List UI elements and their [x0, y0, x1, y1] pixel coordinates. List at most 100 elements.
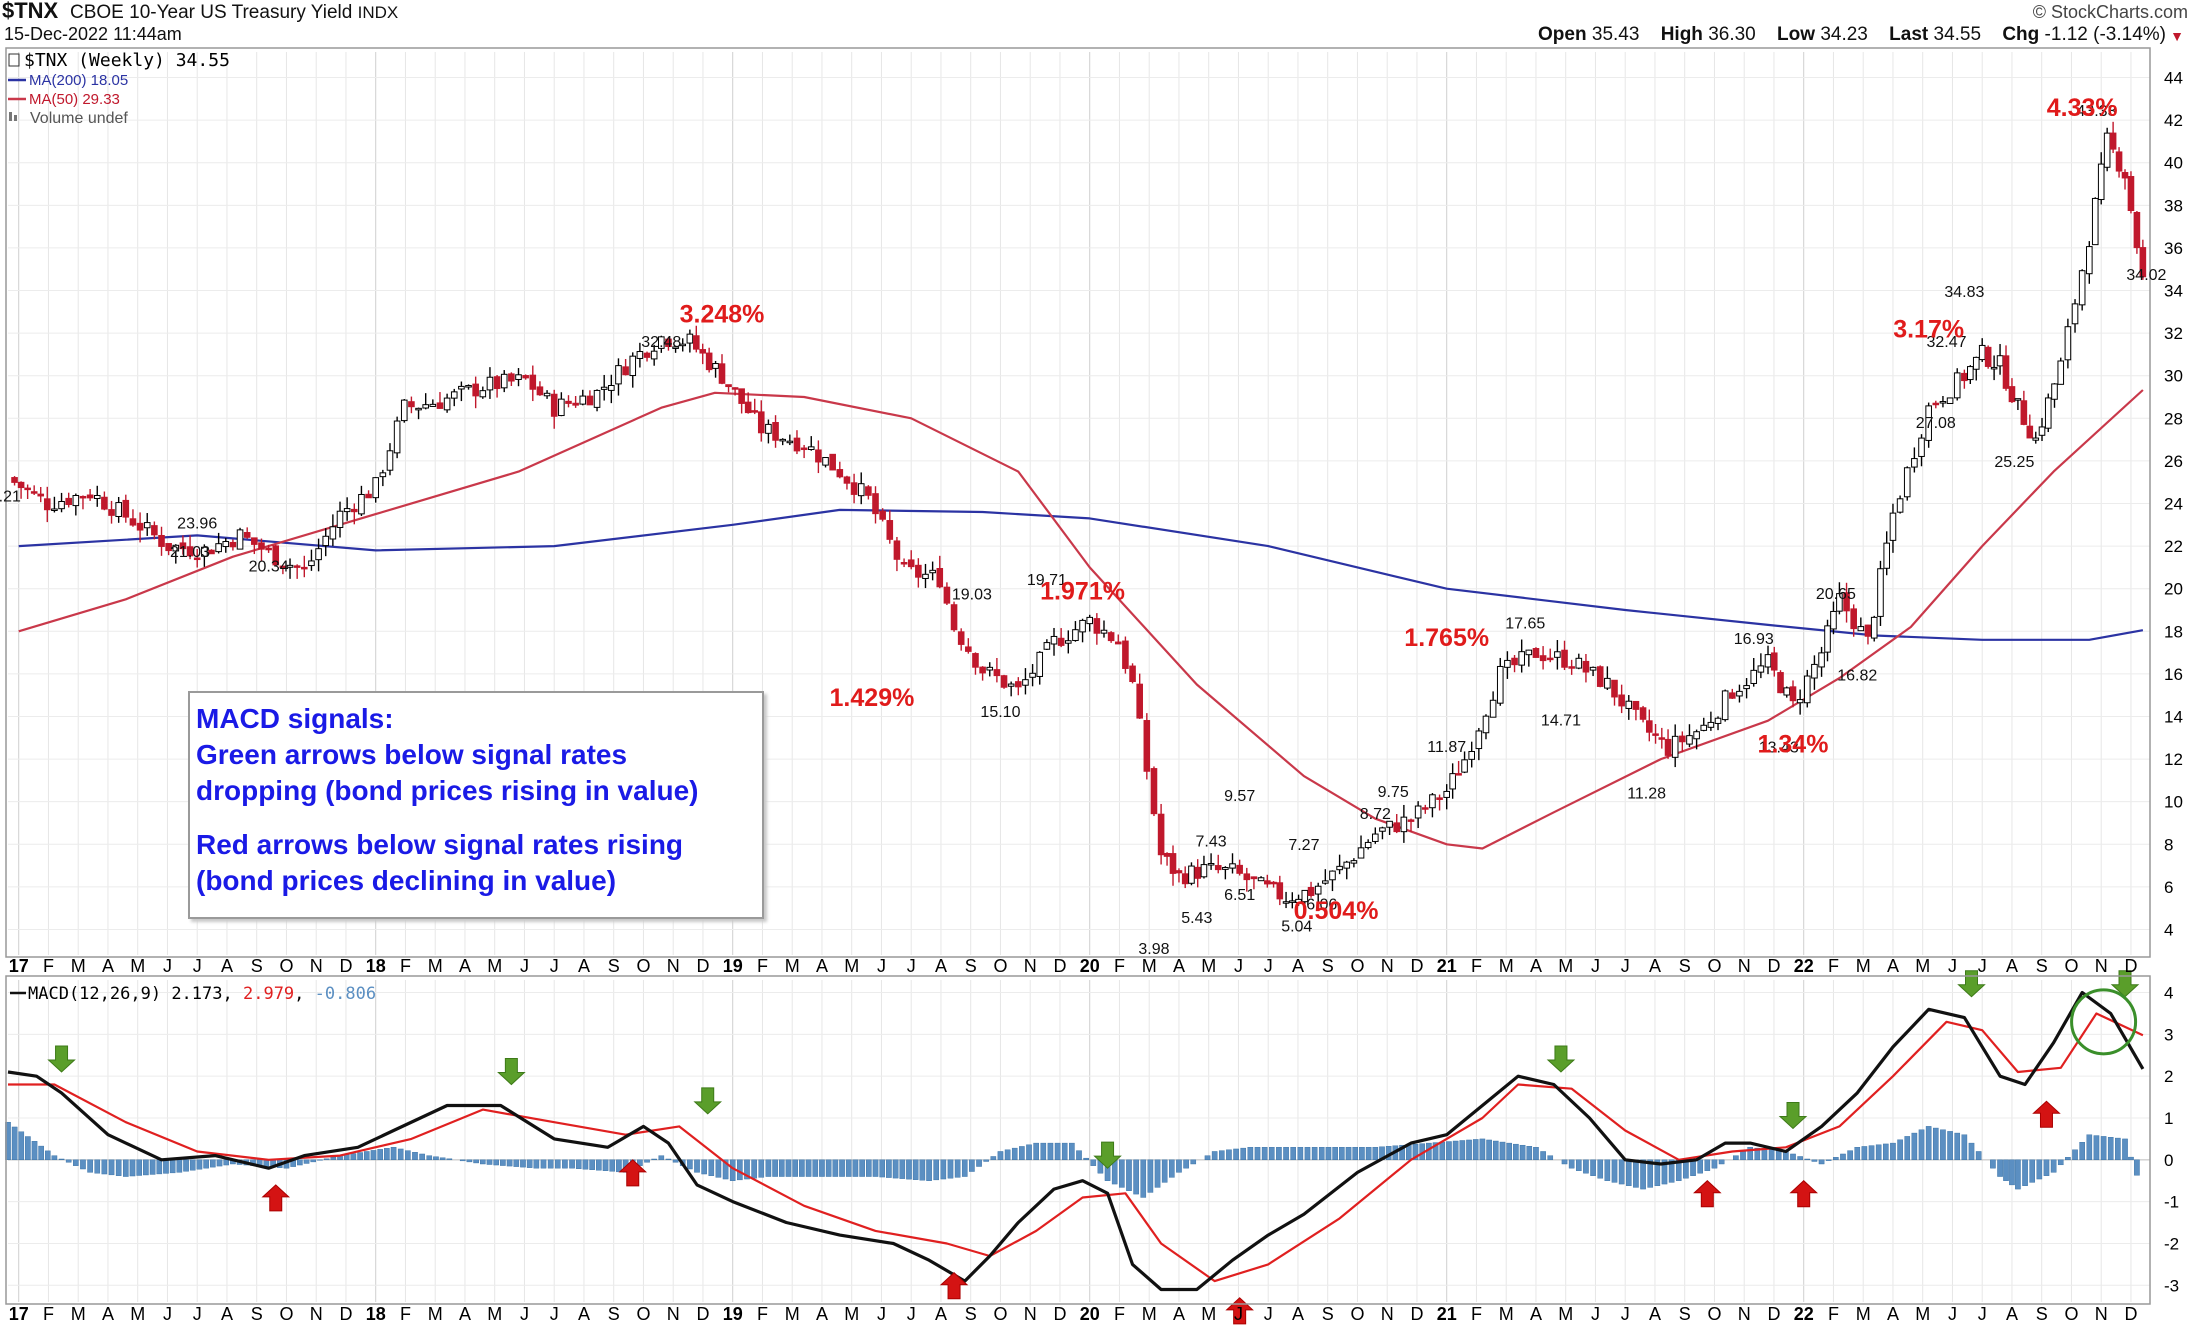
candle-body: [1864, 624, 1872, 637]
histogram-bar: [473, 1159, 479, 1164]
candle-body: [222, 541, 230, 548]
candle-body: [1972, 356, 1980, 370]
histogram-bar: [1568, 1159, 1575, 1169]
histogram-bar: [1283, 1147, 1289, 1161]
histogram-bar: [1533, 1147, 1539, 1161]
candle-body: [2002, 355, 2010, 389]
x-tick-label: J: [907, 956, 916, 976]
candle-body: [1918, 437, 1925, 457]
candle-body: [2014, 398, 2022, 401]
candle-body: [643, 352, 651, 358]
histogram-bar: [426, 1155, 433, 1161]
price-value-label: 5.43: [1181, 910, 1212, 927]
y-tick-label: 42: [2164, 111, 2183, 130]
histogram-bar: [156, 1159, 163, 1175]
x-tick-label: 18: [366, 1304, 386, 1324]
candle-body: [1449, 773, 1456, 790]
x-tick-label: M: [71, 1304, 86, 1324]
candle-body: [692, 335, 700, 350]
histogram-bar: [651, 1158, 657, 1161]
histogram-bar: [459, 1159, 466, 1162]
candle-body: [1169, 853, 1177, 874]
candle-body: [1194, 866, 1202, 879]
candle-body: [1561, 649, 1568, 668]
histogram-bar: [1540, 1151, 1546, 1161]
x-tick-label: N: [310, 956, 323, 976]
histogram-bar: [143, 1159, 149, 1176]
red-up-arrow-icon: [261, 1184, 291, 1212]
histogram-bar: [87, 1159, 93, 1173]
candle-body: [1163, 852, 1171, 857]
price-value-label: 7.43: [1196, 833, 1227, 850]
candle-body: [1357, 847, 1365, 859]
candle-body: [1693, 731, 1700, 740]
y-tick-label: 12: [2164, 750, 2183, 769]
candle-body: [1596, 666, 1604, 687]
x-tick-label: J: [877, 1304, 886, 1324]
price-value-label: 16.82: [1837, 667, 1877, 684]
histogram-bar: [101, 1159, 108, 1175]
price-value-label: 17.65: [1505, 616, 1545, 633]
candle-body: [1889, 512, 1897, 541]
x-tick-label: D: [2124, 1304, 2137, 1324]
histogram-bar: [446, 1158, 453, 1161]
histogram-bar: [357, 1152, 363, 1161]
histogram-bar: [1190, 1159, 1197, 1165]
x-tick-label: 17: [9, 956, 29, 976]
candle-body: [1295, 898, 1302, 903]
histogram-bar: [1668, 1159, 1675, 1183]
histogram-bar: [1069, 1142, 1075, 1161]
histogram-bar: [1740, 1151, 1746, 1161]
x-tick-label: N: [1381, 1304, 1394, 1324]
histogram-bar: [183, 1159, 189, 1172]
candle-body: [308, 560, 315, 567]
candle-body: [2121, 172, 2129, 179]
x-tick-label: S: [1679, 956, 1691, 976]
candle-body: [343, 508, 351, 513]
candle-body: [672, 346, 679, 349]
brand-watermark[interactable]: © StockCharts.com: [2032, 2, 2188, 22]
macd-signals-note: MACD signals: Green arrows below signal …: [188, 691, 764, 919]
histogram-bar: [1352, 1147, 1359, 1161]
candle-body: [1582, 660, 1590, 673]
histogram-bar: [513, 1159, 520, 1167]
histogram-bar: [1861, 1146, 1868, 1161]
candle-body: [1200, 864, 1208, 878]
macd-panel-frame: [5, 975, 2151, 1305]
x-tick-label: O: [279, 1304, 293, 1324]
candle-body: [443, 397, 451, 411]
candle-body: [807, 446, 815, 451]
candle-body: [1707, 721, 1715, 728]
histogram-bar: [419, 1153, 425, 1161]
y-tick-label: 6: [2164, 878, 2173, 897]
macd-line: [7, 990, 2145, 1292]
x-tick-label: 17: [9, 1304, 29, 1324]
x-tick-label: M: [1201, 1304, 1216, 1324]
candle-body: [1671, 735, 1679, 758]
histogram-bar: [1868, 1145, 1875, 1161]
histogram-bar: [149, 1159, 156, 1175]
candle-body: [1511, 657, 1518, 666]
x-tick-label: 19: [723, 1304, 743, 1324]
candle-body: [629, 355, 637, 377]
x-tick-label: S: [1679, 1304, 1691, 1324]
candle-body: [1664, 738, 1672, 756]
candle-body: [1850, 608, 1857, 630]
candle-body: [2097, 163, 2105, 201]
x-tick-label: S: [1322, 956, 1334, 976]
y-tick-label: -2: [2164, 1234, 2179, 1253]
x-tick-label: M: [1915, 956, 1930, 976]
x-tick-label: O: [1707, 1304, 1721, 1324]
price-value-label: 32.47: [1926, 334, 1966, 351]
histogram-bar: [1169, 1159, 1175, 1178]
histogram-bar: [899, 1159, 906, 1179]
candle-body: [1214, 865, 1222, 871]
x-tick-label: 18: [366, 956, 386, 976]
x-tick-label: A: [1173, 956, 1185, 976]
yield-callout: 1.765%: [1404, 624, 1489, 652]
x-tick-label: A: [1530, 1304, 1542, 1324]
histogram-bar: [1811, 1159, 1818, 1162]
candle-body: [293, 565, 301, 568]
price-value-label: 14.71: [1541, 712, 1581, 729]
